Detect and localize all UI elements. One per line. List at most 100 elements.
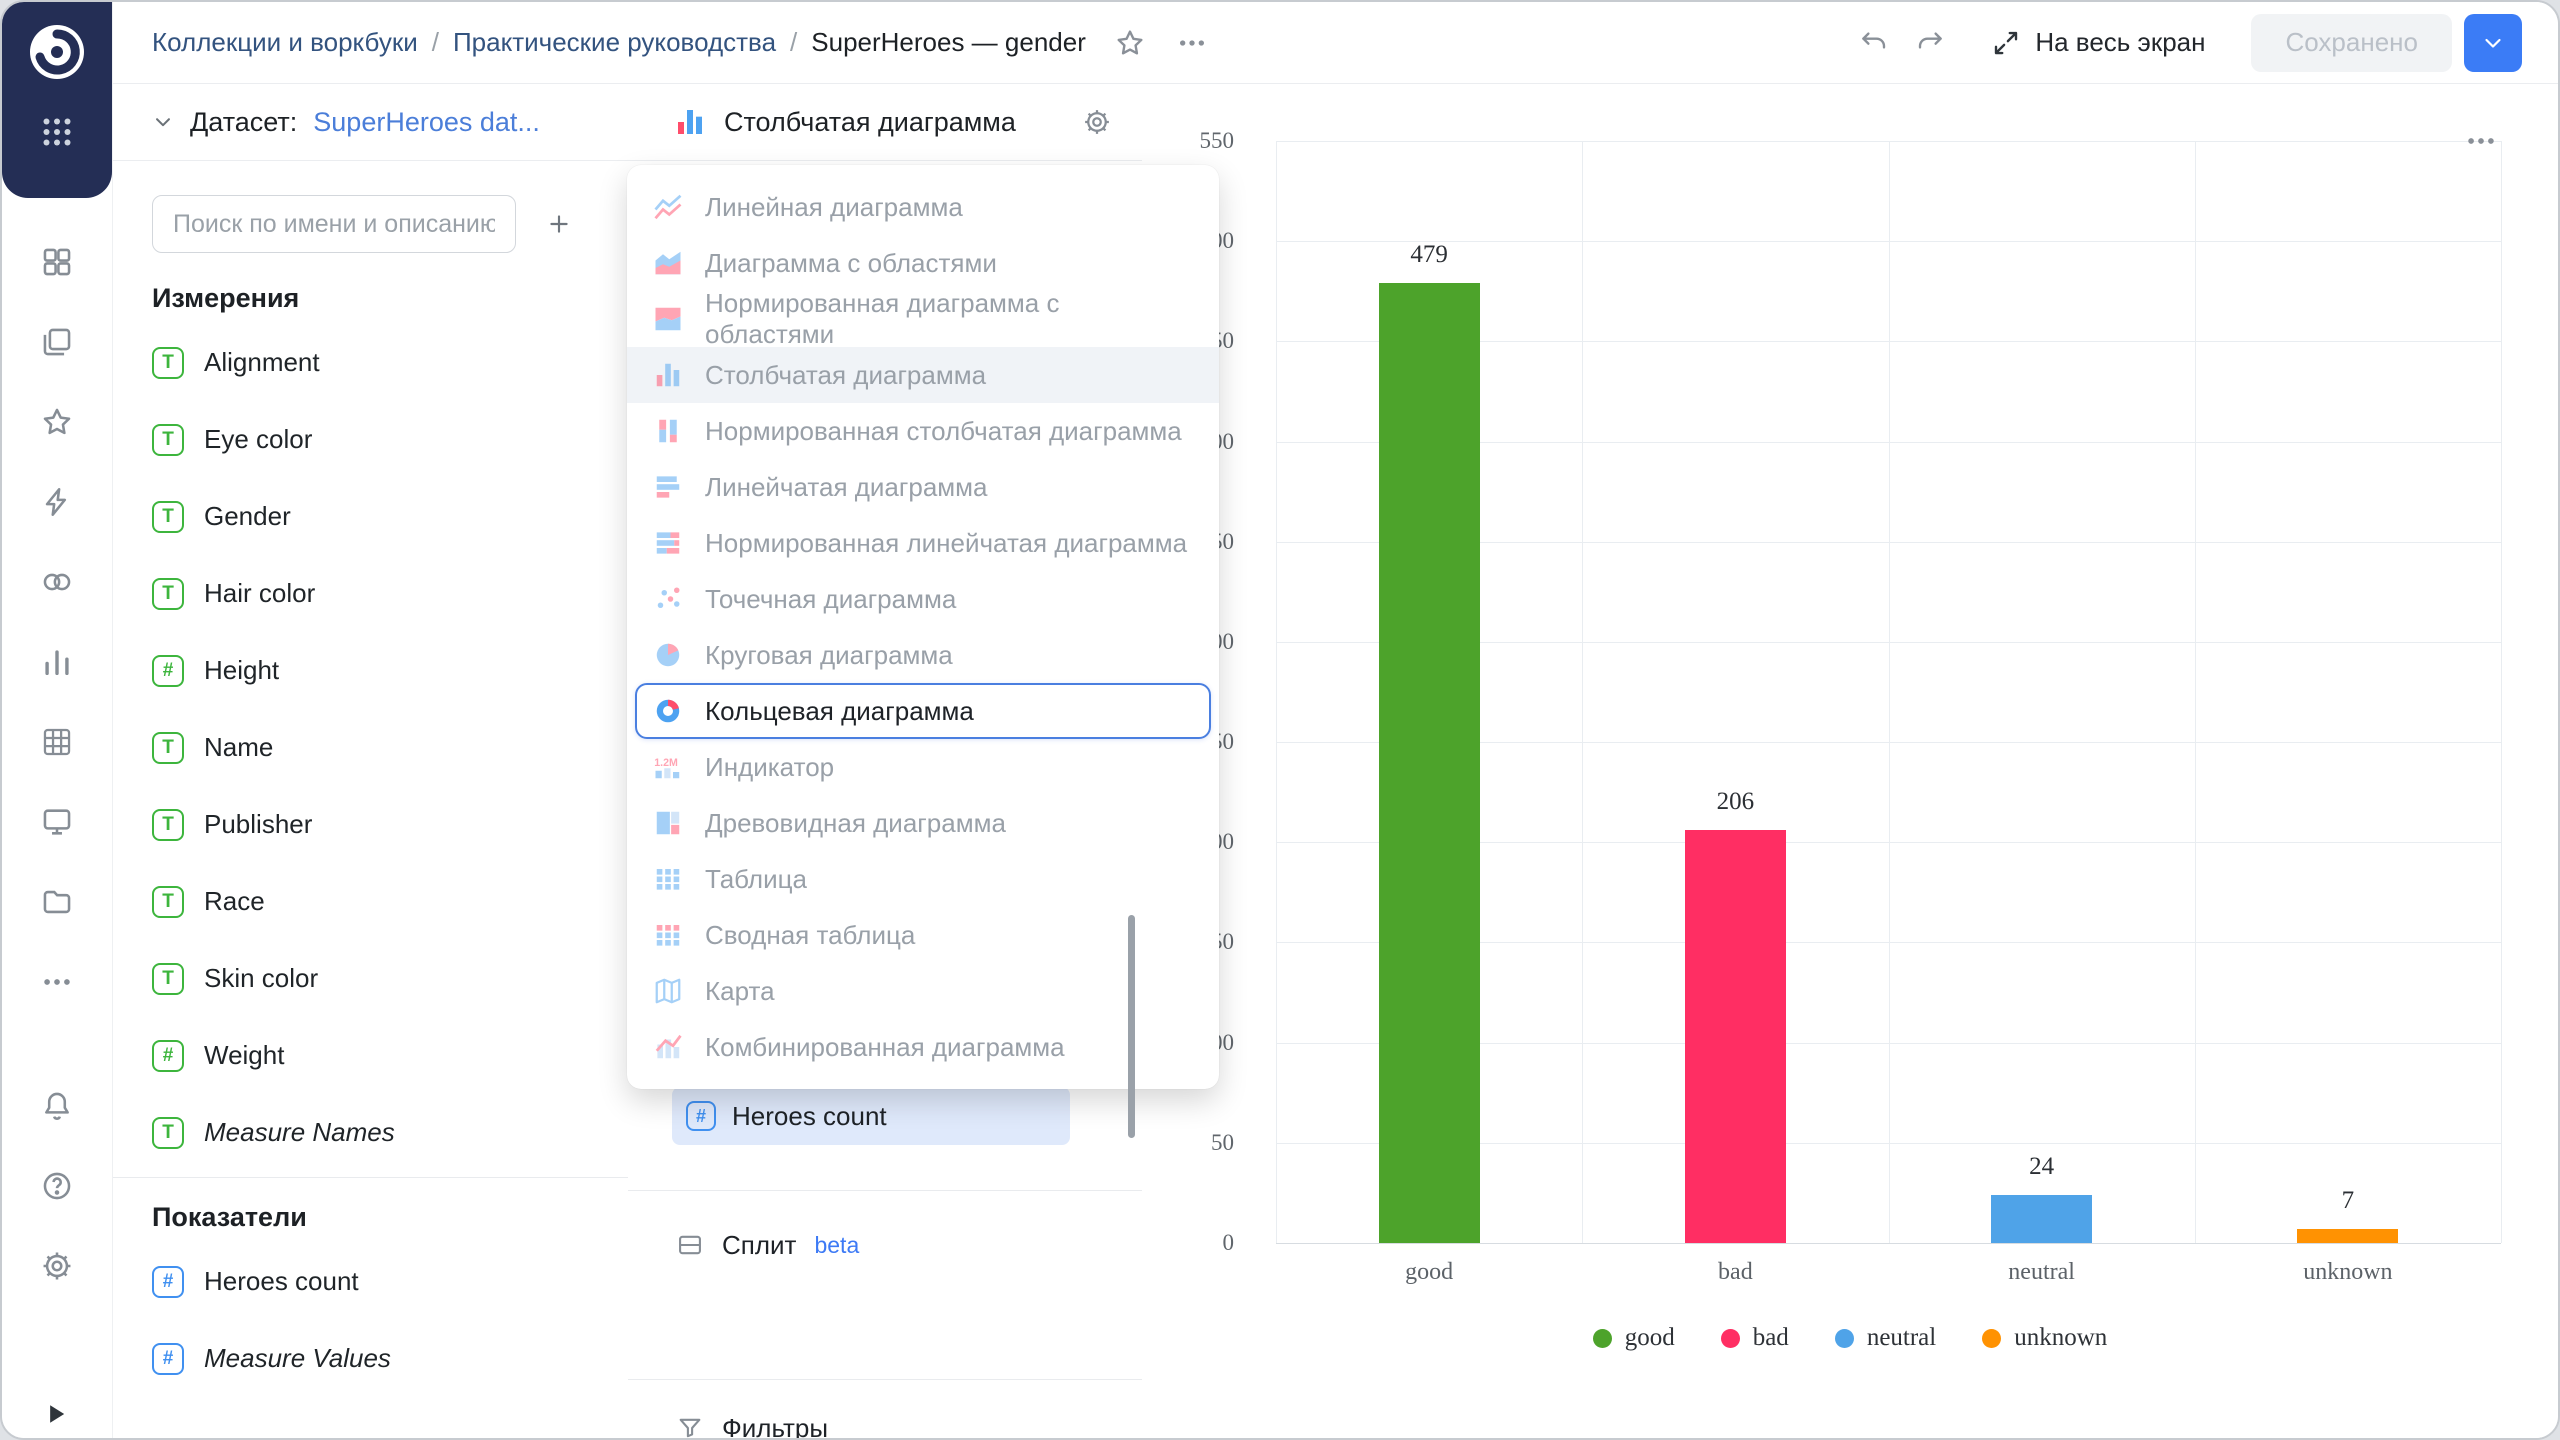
field-measure-values[interactable]: # Measure Values bbox=[112, 1320, 628, 1397]
bar-bad[interactable] bbox=[1684, 830, 1786, 1243]
topbar-actions: На весь экран Сохранено bbox=[1859, 13, 2558, 72]
y-axis-label: 50 bbox=[1211, 1129, 1234, 1155]
chart-type-option-label: Комбинированная диаграмма bbox=[705, 1031, 1065, 1062]
chart-type-option-label: Диаграмма с областями bbox=[705, 247, 997, 278]
more-icon[interactable] bbox=[40, 965, 74, 999]
legend-dot bbox=[1592, 1328, 1612, 1348]
field-label: Name bbox=[204, 732, 274, 762]
field-hair-color[interactable]: T Hair color bbox=[112, 555, 628, 632]
settings-icon[interactable] bbox=[40, 1249, 74, 1283]
legend-item-bad[interactable]: bad bbox=[1720, 1324, 1789, 1352]
filters-section[interactable]: Фильтры bbox=[676, 1399, 828, 1438]
bar-normalized-chart-icon bbox=[653, 528, 683, 558]
datalens-logo-icon[interactable] bbox=[27, 22, 87, 82]
favorite-star-icon[interactable] bbox=[1114, 27, 1146, 59]
split-section[interactable]: Сплит beta bbox=[676, 1216, 859, 1274]
breadcrumb-current: SuperHeroes — gender bbox=[811, 27, 1086, 57]
chart-type-option-line-chart[interactable]: Линейная диаграмма bbox=[627, 179, 1219, 235]
field-gender[interactable]: T Gender bbox=[112, 478, 628, 555]
x-axis-label: good bbox=[1405, 1259, 1454, 1285]
legend-item-neutral[interactable]: neutral bbox=[1834, 1324, 1936, 1352]
presentations-icon[interactable] bbox=[40, 805, 74, 839]
chart-type-option-column-chart[interactable]: Столбчатая диаграмма bbox=[627, 347, 1219, 403]
field-publisher[interactable]: T Publisher bbox=[112, 786, 628, 863]
scrollbar-thumb[interactable] bbox=[1128, 915, 1135, 1138]
y-field-pill[interactable]: # Heroes count bbox=[672, 1087, 1070, 1145]
chart-type-option-treemap-chart[interactable]: Древовидная диаграмма bbox=[627, 795, 1219, 851]
field-measure-names[interactable]: T Measure Names bbox=[112, 1094, 628, 1171]
chart-type-option-donut-chart[interactable]: Кольцевая диаграмма bbox=[635, 683, 1211, 739]
chart-type-option-scatter-chart[interactable]: Точечная диаграмма bbox=[627, 571, 1219, 627]
chart-type-option-pie-chart[interactable]: Круговая диаграмма bbox=[627, 627, 1219, 683]
fullscreen-label[interactable]: На весь экран bbox=[2035, 27, 2206, 57]
chart-type-label: Столбчатая диаграмма bbox=[724, 106, 1016, 137]
legend-dot bbox=[1982, 1328, 2002, 1348]
redo-icon[interactable] bbox=[1915, 28, 1945, 58]
chart-type-option-map[interactable]: Карта bbox=[627, 963, 1219, 1019]
chart-type-option-table[interactable]: Таблица bbox=[627, 851, 1219, 907]
number-field-icon: # bbox=[152, 1265, 184, 1298]
editor-icon[interactable] bbox=[40, 485, 74, 519]
fullscreen-icon[interactable] bbox=[1991, 28, 2021, 58]
svg-text:1.2M: 1.2M bbox=[654, 757, 678, 769]
apps-grid-icon[interactable] bbox=[39, 114, 75, 150]
connections-icon[interactable] bbox=[40, 565, 74, 599]
notifications-icon[interactable] bbox=[40, 1089, 74, 1123]
breadcrumb-separator: / bbox=[790, 27, 798, 57]
saved-button[interactable]: Сохранено bbox=[2251, 13, 2452, 72]
workbooks-icon[interactable] bbox=[40, 325, 74, 359]
charts-icon[interactable] bbox=[40, 645, 74, 679]
chart-type-option-label: Карта bbox=[705, 975, 775, 1006]
rail-bottom-icons bbox=[2, 1089, 112, 1283]
field-alignment[interactable]: T Alignment bbox=[112, 324, 628, 401]
dashboards-icon[interactable] bbox=[40, 245, 74, 279]
save-dropdown-button[interactable] bbox=[2464, 13, 2522, 72]
y-axis-label: 550 bbox=[1199, 128, 1235, 153]
bar-neutral[interactable] bbox=[1991, 1194, 2093, 1243]
bar-unknown[interactable] bbox=[2297, 1228, 2399, 1243]
field-name[interactable]: T Name bbox=[112, 709, 628, 786]
bar-value-label: 7 bbox=[2341, 1186, 2355, 1214]
text-field-icon: T bbox=[152, 1116, 184, 1149]
chart-more-menu-icon[interactable] bbox=[2464, 124, 2498, 158]
field-race[interactable]: T Race bbox=[112, 863, 628, 940]
legend-item-good[interactable]: good bbox=[1592, 1324, 1675, 1352]
field-heroes-count[interactable]: # Heroes count bbox=[112, 1243, 628, 1320]
donut-chart-icon bbox=[653, 696, 683, 726]
chart-type-option-area-chart[interactable]: Диаграмма с областями bbox=[627, 235, 1219, 291]
field-search-input[interactable] bbox=[152, 195, 516, 253]
chart-settings-gear-icon[interactable] bbox=[1082, 107, 1112, 137]
favorites-icon[interactable] bbox=[40, 405, 74, 439]
legend-item-unknown[interactable]: unknown bbox=[1982, 1324, 2107, 1352]
field-skin-color[interactable]: T Skin color bbox=[112, 940, 628, 1017]
add-field-button[interactable] bbox=[530, 195, 588, 253]
breadcrumb-link[interactable]: Практические руководства bbox=[452, 27, 777, 57]
chart-type-option-column-normalized-chart[interactable]: Нормированная столбчатая диаграмма bbox=[627, 403, 1219, 459]
help-icon[interactable] bbox=[40, 1169, 74, 1203]
field-eye-color[interactable]: T Eye color bbox=[112, 401, 628, 478]
chart-type-option-bar-chart[interactable]: Линейчатая диаграмма bbox=[627, 459, 1219, 515]
field-weight[interactable]: # Weight bbox=[112, 1017, 628, 1094]
chart-type-option-area-normalized-chart[interactable]: Нормированная диаграмма с областями bbox=[627, 288, 1219, 349]
chart-type-option-pivot-table[interactable]: Сводная таблица bbox=[627, 907, 1219, 963]
more-actions-icon[interactable] bbox=[1176, 27, 1208, 59]
chart-type-option-combined-chart[interactable]: Комбинированная диаграмма bbox=[627, 1019, 1219, 1075]
bar-good[interactable] bbox=[1378, 283, 1480, 1243]
chevron-down-icon[interactable] bbox=[152, 111, 174, 133]
measures-section-title: Показатели bbox=[152, 1202, 307, 1232]
chart-type-option-indicator[interactable]: 1.2M Индикатор bbox=[627, 739, 1219, 795]
legend-dot bbox=[1834, 1328, 1854, 1348]
expand-rail-icon[interactable] bbox=[42, 1400, 70, 1428]
field-label: Measure Values bbox=[204, 1343, 391, 1373]
chart-type-option-bar-normalized-chart[interactable]: Нормированная линейчатая диаграмма bbox=[627, 515, 1219, 571]
datasets-icon[interactable] bbox=[40, 725, 74, 759]
field-height[interactable]: # Height bbox=[112, 632, 628, 709]
breadcrumb-link[interactable]: Коллекции и воркбуки bbox=[152, 27, 418, 57]
storage-icon[interactable] bbox=[40, 885, 74, 919]
chart-type-option-label: Таблица bbox=[705, 863, 807, 894]
chart-type-selector[interactable]: Столбчатая диаграмма bbox=[628, 84, 1142, 161]
pie-chart-icon bbox=[653, 640, 683, 670]
dataset-name-link[interactable]: SuperHeroes dat... bbox=[313, 106, 540, 137]
undo-icon[interactable] bbox=[1859, 28, 1889, 58]
